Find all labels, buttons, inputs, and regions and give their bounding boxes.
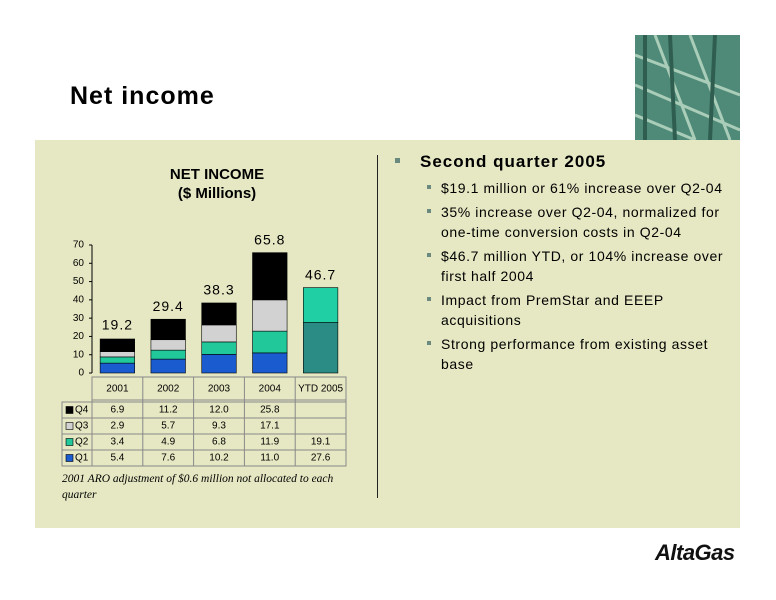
- bar-segment: [303, 322, 339, 374]
- table-value: 11.0: [260, 453, 279, 464]
- table-value: 27.6: [311, 453, 331, 464]
- bar-segment: [99, 356, 135, 364]
- slide-title: Net income: [70, 82, 215, 110]
- legend-swatch: [65, 438, 74, 446]
- table-value: 10.2: [209, 453, 229, 464]
- table-value: 6.8: [212, 437, 226, 448]
- y-tick-label: 60: [73, 258, 85, 269]
- bar-segment: [150, 339, 186, 351]
- divider: [377, 155, 378, 498]
- bullet: 35% increase over Q2-04, normalized for …: [395, 202, 740, 242]
- bar-segment: [201, 302, 237, 326]
- bullet-heading: Second quarter 2005: [395, 152, 740, 172]
- table-value: 2.9: [110, 421, 124, 432]
- bullet: Strong performance from existing asset b…: [395, 334, 740, 374]
- table-value: 5.7: [161, 421, 175, 432]
- total-label: 19.2: [102, 317, 133, 333]
- y-tick-label: 0: [78, 368, 84, 379]
- bar-segment: [201, 354, 237, 374]
- x-tick-label: 2004: [259, 384, 282, 395]
- legend-swatch: [65, 406, 74, 414]
- table-value: 25.8: [260, 405, 280, 416]
- bar-segment: [150, 318, 186, 341]
- y-tick-label: 20: [73, 331, 85, 342]
- footnote: 2001 ARO adjustment of $0.6 million not …: [62, 473, 334, 501]
- y-tick-label: 70: [73, 240, 85, 251]
- logo: AltaGas: [655, 540, 735, 565]
- bar-segment: [201, 341, 237, 355]
- table-value: 19.1: [311, 437, 331, 448]
- bar-segment: [303, 287, 339, 323]
- bar-segment: [252, 299, 288, 332]
- table-value: 5.4: [110, 453, 124, 464]
- legend-label: Q3: [75, 421, 89, 432]
- table-value: 11.9: [260, 437, 279, 448]
- bar-segment: [150, 358, 186, 374]
- x-tick-label: 2001: [106, 384, 129, 395]
- bar-segment: [252, 352, 288, 374]
- table-value: 4.9: [161, 437, 175, 448]
- x-tick-label: 2003: [208, 384, 231, 395]
- chart-subtitle: ($ Millions): [178, 185, 256, 202]
- bar-segment: [150, 349, 186, 360]
- x-tick-label: 2002: [157, 384, 180, 395]
- bar-segment: [99, 338, 135, 352]
- total-label: 38.3: [203, 282, 234, 298]
- bullet-list: Second quarter 2005 $19.1 million or 61%…: [395, 152, 740, 378]
- total-label: 65.8: [254, 231, 285, 247]
- legend-label: Q4: [75, 405, 89, 416]
- total-label: 46.7: [305, 266, 336, 282]
- legend-label: Q1: [75, 453, 89, 464]
- bullet: Impact from PremStar and EEEP acquisitio…: [395, 290, 740, 330]
- bullet: $46.7 million YTD, or 104% increase over…: [395, 246, 740, 286]
- table-value: 6.9: [110, 405, 124, 416]
- table-value: 7.6: [161, 453, 175, 464]
- bullet: $19.1 million or 61% increase over Q2-04: [395, 178, 740, 198]
- legend-swatch: [65, 422, 74, 430]
- x-tick-label: YTD 2005: [298, 384, 343, 395]
- bar-segment: [99, 362, 135, 374]
- table-value: 12.0: [209, 405, 229, 416]
- chart-title: NET INCOME: [170, 166, 264, 183]
- legend-label: Q2: [75, 437, 89, 448]
- y-tick-label: 10: [73, 349, 85, 360]
- bar-segment: [99, 351, 135, 358]
- total-label: 29.4: [153, 298, 184, 314]
- table-value: 9.3: [212, 421, 226, 432]
- bar-segment: [201, 324, 237, 343]
- y-tick-label: 50: [73, 276, 85, 287]
- legend-swatch: [65, 454, 74, 462]
- bar-segment: [252, 252, 288, 301]
- bar-segment: [252, 330, 288, 354]
- table-value: 11.2: [159, 405, 178, 416]
- table-value: 17.1: [260, 421, 280, 432]
- table-value: 3.4: [110, 437, 124, 448]
- y-tick-label: 40: [73, 294, 85, 305]
- header-photo: [635, 35, 740, 140]
- y-tick-label: 30: [73, 313, 85, 324]
